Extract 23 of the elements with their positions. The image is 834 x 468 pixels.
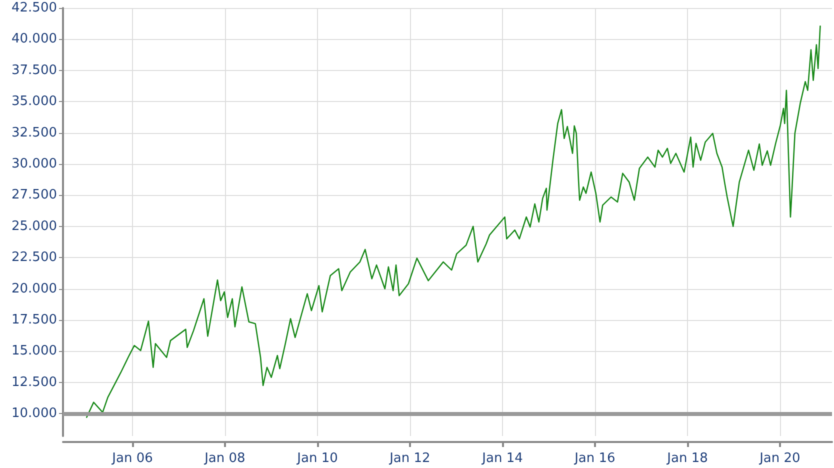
y-tick-label: 22.500 [12, 250, 57, 266]
x-tick-label: Jan 08 [204, 451, 246, 466]
y-tick-label: 12.500 [12, 374, 57, 390]
y-tick-label: 17.500 [12, 312, 57, 328]
x-tick-label: Jan 16 [574, 451, 616, 466]
x-tick-label: Jan 14 [481, 451, 523, 466]
x-tick-label: Jan 20 [758, 451, 800, 466]
y-tick-label: 42.500 [12, 0, 57, 16]
x-tick-label: Jan 06 [111, 451, 153, 466]
y-tick-label: 10.000 [12, 406, 57, 422]
y-tick-label: 40.000 [12, 32, 57, 47]
y-tick-label: 35.000 [12, 94, 57, 110]
line-series [86, 25, 821, 418]
y-tick-label: 37.500 [12, 62, 57, 78]
x-tick-label: Jan 10 [296, 451, 338, 466]
y-tick-label: 32.500 [12, 125, 57, 140]
y-tick-label: 20.000 [12, 281, 57, 296]
y-tick-label: 25.000 [12, 218, 57, 234]
y-tick-label: 27.500 [12, 188, 57, 203]
x-tick-label: Jan 12 [388, 451, 430, 466]
y-tick-label: 30.000 [12, 156, 57, 172]
y-tick-label: 15.000 [12, 344, 57, 359]
x-tick-label: Jan 18 [666, 451, 708, 466]
